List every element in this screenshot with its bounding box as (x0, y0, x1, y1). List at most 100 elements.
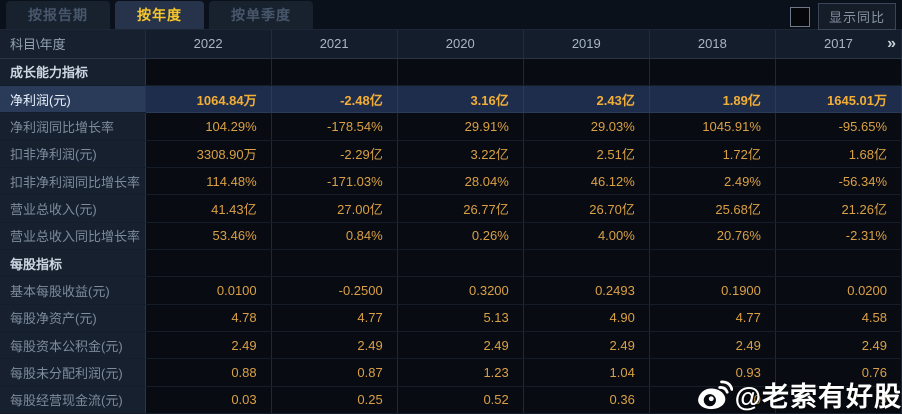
cell-value: 0.0200 (775, 276, 902, 305)
cell-value: 4.77 (271, 304, 398, 332)
cell-value: 1645.01万 (775, 85, 902, 114)
cell-value: -2.29亿 (271, 140, 398, 168)
cell-value: 104.29% (145, 112, 272, 141)
tab-by-year[interactable]: 按年度 (115, 1, 204, 29)
financial-table: 科目\年度 2022 2021 2020 2019 2018 2017 » 成长… (0, 30, 902, 414)
year-header-2021[interactable]: 2021 (271, 30, 398, 59)
cell-value: 0.1900 (649, 276, 776, 305)
cell-value: 1045.91% (649, 112, 776, 141)
cell-value: -95.65% (775, 112, 902, 141)
cell-value: 1.04 (523, 358, 650, 387)
cell-value: 46.12% (523, 167, 650, 196)
cell-value: 0.84% (271, 222, 398, 250)
cell-value: 29.91% (397, 112, 524, 141)
cell-value: 0.0100 (145, 276, 272, 305)
cell-value: 0.25 (271, 386, 398, 414)
table-row: 每股经营现金流(元) 0.03 0.25 0.52 0.36 0 9 (0, 386, 902, 414)
row-label: 每股净资产(元) (0, 304, 146, 332)
cell-value: 0 (649, 386, 776, 414)
cell-value: 0.36 (523, 386, 650, 414)
cell-value: 4.78 (145, 304, 272, 332)
table-row: 每股未分配利润(元) 0.88 0.87 1.23 1.04 0.93 0.76 (0, 358, 902, 387)
cell-value: 4.90 (523, 304, 650, 332)
cell-value: -171.03% (271, 167, 398, 196)
row-label: 扣非净利润(元) (0, 140, 146, 168)
table-row: 每股指标 (0, 249, 902, 278)
cell-value (775, 58, 902, 86)
cell-value: 20.76% (649, 222, 776, 250)
cell-value: 28.04% (397, 167, 524, 196)
cell-value: 21.26亿 (775, 194, 902, 223)
cell-value: 5.13 (397, 304, 524, 332)
cell-value (145, 249, 272, 278)
table-row: 扣非净利润同比增长率 114.48% -171.03% 28.04% 46.12% 2.4… (0, 167, 902, 196)
cell-value (775, 249, 902, 278)
top-controls: 显示同比 (789, 3, 896, 30)
cell-value: 9 (775, 386, 902, 414)
row-label: 每股未分配利润(元) (0, 358, 146, 387)
cell-value (649, 58, 776, 86)
row-label: 净利润(元) (0, 85, 146, 114)
cell-value: 1064.84万 (145, 85, 272, 114)
table-row: 基本每股收益(元) 0.0100 -0.2500 0.3200 0.2493 0.1900… (0, 276, 902, 305)
table-row: 营业总收入(元) 41.43亿 27.00亿 26.77亿 26.70亿 25.68亿 21… (0, 194, 902, 223)
cell-value: 4.58 (775, 304, 902, 332)
row-label: 基本每股收益(元) (0, 276, 146, 305)
cell-value (649, 249, 776, 278)
row-label: 每股资本公积金(元) (0, 331, 146, 360)
year-header-2017[interactable]: 2017 » (775, 30, 902, 59)
cell-value: 2.49 (775, 331, 902, 360)
table-row: 营业总收入同比增长率 53.46% 0.84% 0.26% 4.00% 20.76% -2.… (0, 222, 902, 250)
tab-bar: 按报告期 按年度 按单季度 显示同比 (0, 0, 902, 30)
cell-value: -56.34% (775, 167, 902, 196)
table-row: 扣非净利润(元) 3308.90万 -2.29亿 3.22亿 2.51亿 1.72亿 1.6… (0, 140, 902, 168)
row-label: 营业总收入同比增长率 (0, 222, 146, 250)
cell-value: 3.16亿 (397, 85, 524, 114)
year-header-2020[interactable]: 2020 (397, 30, 524, 59)
more-years-icon[interactable]: » (887, 34, 896, 52)
row-label: 扣非净利润同比增长率 (0, 167, 146, 196)
cell-value: 26.70亿 (523, 194, 650, 223)
year-header-2018[interactable]: 2018 (649, 30, 776, 59)
tab-single-quarter[interactable]: 按单季度 (209, 1, 313, 29)
table-row: 净利润同比增长率 104.29% -178.54% 29.91% 29.03% 1045.… (0, 112, 902, 141)
cell-value (397, 249, 524, 278)
cell-value: 0.88 (145, 358, 272, 387)
cell-value: 2.49 (649, 331, 776, 360)
cell-value: 1.72亿 (649, 140, 776, 168)
cell-value: 4.77 (649, 304, 776, 332)
table-row: 净利润(元) 1064.84万 -2.48亿 3.16亿 2.43亿 1.89亿 1645.… (0, 85, 902, 114)
row-label: 营业总收入(元) (0, 194, 146, 223)
show-yoy-checkbox[interactable] (789, 6, 810, 27)
cell-value: 1.23 (397, 358, 524, 387)
cell-value (523, 249, 650, 278)
year-header-label: 2017 (823, 36, 853, 52)
cell-value: 2.49% (649, 167, 776, 196)
cell-value: 0.93 (649, 358, 776, 387)
year-header-2019[interactable]: 2019 (523, 30, 650, 59)
cell-value: 1.68亿 (775, 140, 902, 168)
corner-header: 科目\年度 (0, 30, 146, 59)
year-header-2022[interactable]: 2022 (145, 30, 272, 59)
table-row: 每股资本公积金(元) 2.49 2.49 2.49 2.49 2.49 2.49 (0, 331, 902, 360)
cell-value: 29.03% (523, 112, 650, 141)
tab-report-period[interactable]: 按报告期 (6, 1, 110, 29)
cell-value: 2.49 (145, 331, 272, 360)
cell-value (523, 58, 650, 86)
cell-value: 2.49 (397, 331, 524, 360)
cell-value (271, 58, 398, 86)
cell-value (397, 58, 524, 86)
table-row: 每股净资产(元) 4.78 4.77 5.13 4.90 4.77 4.58 (0, 304, 902, 332)
cell-value: 53.46% (145, 222, 272, 250)
cell-value: -2.48亿 (271, 85, 398, 114)
cell-value: 114.48% (145, 167, 272, 196)
cell-value: -0.2500 (271, 276, 398, 305)
row-label: 成长能力指标 (0, 58, 146, 86)
cell-value: -2.31% (775, 222, 902, 250)
row-label: 每股指标 (0, 249, 146, 278)
cell-value: 0.26% (397, 222, 524, 250)
show-yoy-button[interactable]: 显示同比 (817, 3, 896, 30)
table-row: 成长能力指标 (0, 58, 902, 86)
cell-value: 2.49 (523, 331, 650, 360)
cell-value: 4.00% (523, 222, 650, 250)
